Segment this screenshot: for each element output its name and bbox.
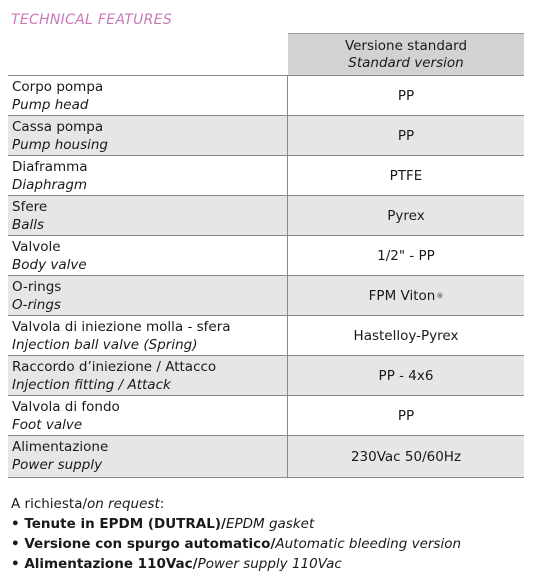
row-value: 230Vac 50/60Hz bbox=[350, 448, 462, 465]
row-value-cell: FPM Viton ® bbox=[288, 276, 524, 315]
table-row: Sfere Balls Pyrex bbox=[8, 196, 524, 236]
note-italian: Alimentazione 110Vac/ bbox=[24, 556, 198, 572]
row-label-italian: Alimentazione bbox=[12, 439, 109, 455]
note-english: Power supply 110Vac bbox=[197, 556, 342, 572]
row-label-cell: Diaframma Diaphragm bbox=[8, 156, 288, 195]
note-item: • Versione con spurgo automatico/Automat… bbox=[11, 534, 461, 554]
row-label-italian: Corpo pompa bbox=[12, 79, 104, 95]
table-row: Valvole Body valve 1/2" - PP bbox=[8, 236, 524, 276]
header-empty-cell bbox=[8, 33, 288, 75]
note-item: • Alimentazione 110Vac/Power supply 110V… bbox=[11, 554, 461, 574]
row-label-cell: Sfere Balls bbox=[8, 196, 288, 235]
table-row: Diaframma Diaphragm PTFE bbox=[8, 156, 524, 196]
bullet: • bbox=[11, 516, 25, 532]
row-label-cell: Cassa pompa Pump housing bbox=[8, 116, 288, 155]
bullet: • bbox=[11, 536, 25, 552]
notes-intro-english: on request bbox=[87, 496, 160, 512]
row-value: PTFE bbox=[389, 167, 423, 184]
row-value: FPM Viton bbox=[368, 287, 436, 304]
note-italian: Versione con spurgo automatico/ bbox=[24, 536, 276, 552]
row-label-english: Body valve bbox=[12, 257, 87, 273]
notes-intro: A richiesta/on request: bbox=[11, 494, 461, 514]
row-label-english: Diaphragm bbox=[12, 177, 88, 193]
on-request-notes: A richiesta/on request: • Tenute in EPDM… bbox=[11, 494, 461, 574]
technical-features-table: Versione standard Standard version Corpo… bbox=[8, 33, 524, 478]
row-value: PP bbox=[397, 407, 415, 424]
table-body: Corpo pompa Pump head PP Cassa pompa Pum… bbox=[8, 75, 524, 478]
notes-intro-colon: : bbox=[159, 496, 165, 512]
row-label-english: Pump housing bbox=[12, 137, 108, 153]
row-label-italian: Valvola di iniezione molla - sfera bbox=[12, 319, 231, 335]
row-label-cell: Raccordo d’iniezione / Attacco Injection… bbox=[8, 356, 288, 395]
note-english: Automatic bleeding version bbox=[275, 536, 462, 552]
row-label-english: Injection fitting / Attack bbox=[12, 377, 171, 393]
row-label-cell: Valvole Body valve bbox=[8, 236, 288, 275]
bullet: • bbox=[11, 556, 25, 572]
row-label-english: O-rings bbox=[12, 297, 61, 313]
row-value: PP bbox=[397, 87, 415, 104]
table-header-row: Versione standard Standard version bbox=[8, 33, 524, 75]
table-row: Alimentazione Power supply 230Vac 50/60H… bbox=[8, 436, 524, 478]
notes-intro-italian: A richiesta/ bbox=[11, 496, 88, 512]
row-label-cell: Valvola di iniezione molla - sfera Injec… bbox=[8, 316, 288, 355]
row-label-cell: Alimentazione Power supply bbox=[8, 436, 288, 477]
note-english: EPDM gasket bbox=[225, 516, 315, 532]
table-row: Valvola di iniezione molla - sfera Injec… bbox=[8, 316, 524, 356]
row-value: PP - 4x6 bbox=[378, 367, 434, 384]
row-label-english: Injection ball valve (Spring) bbox=[12, 337, 198, 353]
note-italian: Tenute in EPDM (DUTRAL)/ bbox=[24, 516, 226, 532]
header-main-label: Versione standard bbox=[344, 38, 468, 54]
row-label-english: Pump head bbox=[12, 97, 89, 113]
table-row: Corpo pompa Pump head PP bbox=[8, 76, 524, 116]
row-label-italian: Valvola di fondo bbox=[12, 399, 120, 415]
table-row: O-rings O-rings FPM Viton ® bbox=[8, 276, 524, 316]
header-sub-label: Standard version bbox=[348, 55, 464, 71]
row-label-cell: O-rings O-rings bbox=[8, 276, 288, 315]
row-label-italian: Valvole bbox=[12, 239, 61, 255]
row-value: PP bbox=[397, 127, 415, 144]
row-value: Hastelloy-Pyrex bbox=[353, 327, 459, 344]
row-value: 1/2" - PP bbox=[377, 247, 435, 264]
standard-version-header: Versione standard Standard version bbox=[288, 33, 524, 75]
section-title: TECHNICAL FEATURES bbox=[11, 12, 173, 28]
row-label-cell: Valvola di fondo Foot valve bbox=[8, 396, 288, 435]
row-label-italian: Raccordo d’iniezione / Attacco bbox=[12, 359, 217, 375]
table-row: Valvola di fondo Foot valve PP bbox=[8, 396, 524, 436]
row-label-english: Foot valve bbox=[12, 417, 83, 433]
note-item: • Tenute in EPDM (DUTRAL)/EPDM gasket bbox=[11, 514, 461, 534]
row-value: Pyrex bbox=[387, 207, 425, 224]
row-label-italian: Diaframma bbox=[12, 159, 88, 175]
row-label-english: Power supply bbox=[12, 457, 103, 473]
row-label-english: Balls bbox=[12, 217, 45, 233]
row-label-cell: Corpo pompa Pump head bbox=[8, 76, 288, 115]
table-row: Cassa pompa Pump housing PP bbox=[8, 116, 524, 156]
row-label-italian: Cassa pompa bbox=[12, 119, 104, 135]
row-label-italian: Sfere bbox=[12, 199, 48, 215]
row-label-italian: O-rings bbox=[12, 279, 62, 295]
registered-mark: ® bbox=[436, 291, 444, 300]
table-row: Raccordo d’iniezione / Attacco Injection… bbox=[8, 356, 524, 396]
